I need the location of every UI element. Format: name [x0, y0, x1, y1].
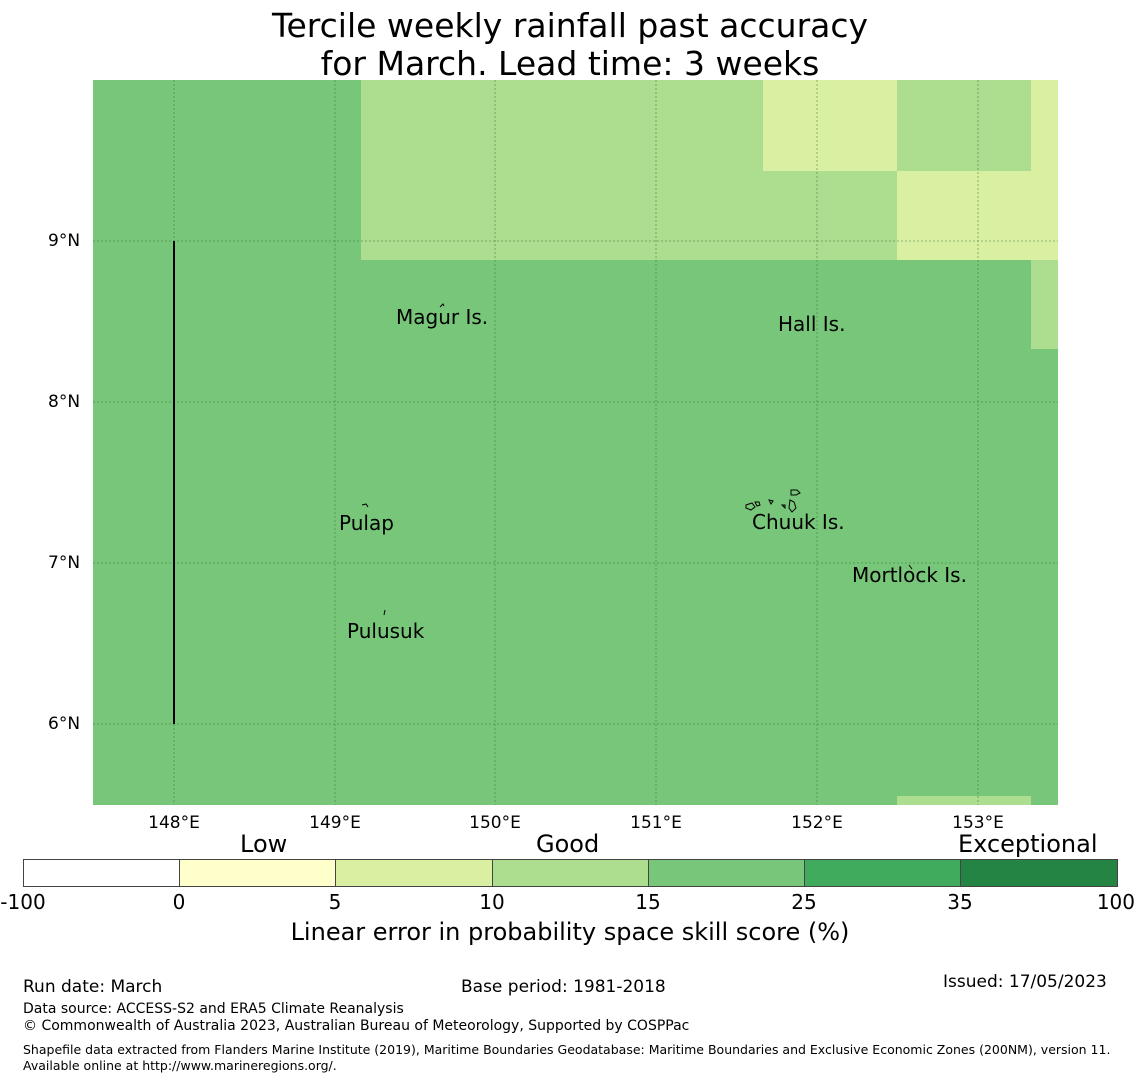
skill-patch [1031, 80, 1058, 171]
place-label-hall: Hall Is. [778, 312, 846, 336]
colorbar-tick: -100 [0, 890, 46, 914]
colorbar-tick: 5 [328, 890, 342, 914]
data-source: Data source: ACCESS-S2 and ERA5 Climate … [23, 1001, 404, 1017]
shapefile-credit: Shapefile data extracted from Flanders M… [23, 1042, 1111, 1073]
lon-label: 149°E [309, 813, 361, 833]
skill-patch [897, 796, 1031, 805]
map-title-line-1: Tercile weekly rainfall past accuracy [271, 6, 869, 45]
colorbar-segment [804, 859, 961, 887]
colorbar [23, 859, 1118, 887]
lon-label: 151°E [630, 813, 682, 833]
island-outlines [361, 303, 913, 616]
colorbar-tick: 15 [635, 890, 661, 914]
island-outline [745, 502, 756, 511]
place-label-mortlock: Mortlock Is. [852, 563, 967, 587]
skill-patch [763, 171, 897, 260]
island-outline [754, 501, 761, 507]
lat-label: 8°N [48, 392, 81, 412]
colorbar-segment [335, 859, 493, 887]
island-outline [439, 303, 445, 308]
colorbar-tick: 100 [1096, 890, 1135, 914]
skill-patch [897, 80, 1031, 171]
map-title-line-2: for March. Lead time: 3 weeks [320, 44, 820, 83]
gridlines [93, 80, 1058, 805]
lat-label: 6°N [48, 714, 81, 734]
colorbar-segment [960, 859, 1118, 887]
colorbar-segment [23, 859, 180, 887]
lon-label: 148°E [148, 813, 200, 833]
place-label-chuuk: Chuuk Is. [752, 510, 845, 534]
category-label-good: Good [536, 830, 600, 858]
lon-label: 150°E [469, 813, 521, 833]
place-label-pulusuk: Pulusuk [347, 619, 425, 643]
island-outline [780, 504, 786, 510]
category-label-exceptional: Exceptional [958, 830, 1098, 858]
island-outline [768, 499, 774, 505]
colorbar-tick: 25 [791, 890, 817, 914]
colorbar-segment [492, 859, 649, 887]
island-outline [788, 499, 797, 513]
issued-date: Issued: 17/05/2023 [943, 972, 1107, 992]
island-outline [908, 564, 913, 570]
colorbar-tick: 0 [172, 890, 186, 914]
colorbar-tick: 35 [947, 890, 973, 914]
category-label-low: Low [240, 830, 288, 858]
colorbar-title: Linear error in probability space skill … [290, 918, 850, 946]
colorbar-segment [179, 859, 336, 887]
place-label-magur: Magur Is. [396, 305, 489, 329]
base-period: Base period: 1981-2018 [461, 977, 666, 997]
colorbar-tick: 10 [479, 890, 505, 914]
skill-patch [1031, 260, 1058, 349]
place-label-pulap: Pulap [339, 511, 394, 535]
lat-label: 7°N [48, 553, 81, 573]
run-date: Run date: March [23, 977, 163, 997]
skill-patch [763, 80, 897, 171]
island-outline [361, 503, 369, 508]
island-outline [790, 489, 801, 496]
lon-label: 153°E [952, 813, 1004, 833]
lat-label: 9°N [48, 231, 81, 251]
island-outline [383, 609, 386, 616]
colorbar-segment [648, 859, 805, 887]
skill-patch [897, 171, 1058, 260]
skill-patch [361, 80, 763, 260]
lon-label: 152°E [791, 813, 843, 833]
copyright: © Commonwealth of Australia 2023, Austra… [23, 1018, 690, 1034]
